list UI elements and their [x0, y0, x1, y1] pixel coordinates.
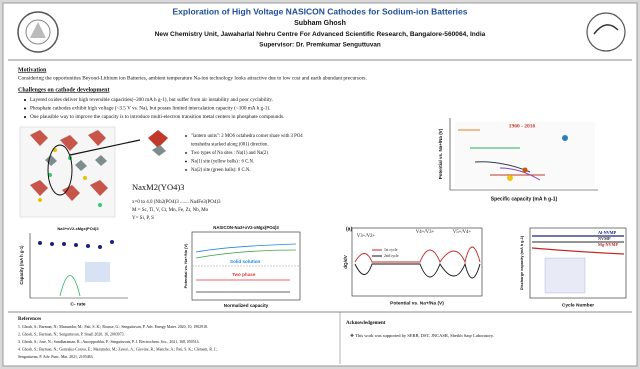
paragraph: Considering the opportunities Beyond-Lit…: [18, 76, 367, 82]
note-text: tetrahedra stacked along (001) direction…: [191, 143, 269, 148]
legend-label: Al-NVMP: [598, 230, 617, 235]
bullet: [24, 99, 26, 101]
y-axis-label: dQ/dV: [343, 254, 348, 268]
affiliation: New Chemistry Unit, Jawaharlal Nehru Cen…: [155, 31, 486, 38]
x-axis-label: Normalized capacity: [224, 303, 269, 308]
note-text: Two types of Na sites : Na(1) and Na(2): [191, 151, 268, 156]
author: Subham Ghosh: [294, 20, 346, 27]
figure-title: Na3+xV2-xMgx(PO4)3: [57, 226, 99, 231]
x-axis-label: C- rate: [70, 301, 86, 307]
bullet: [185, 135, 187, 137]
peak-label: V4+/V3+: [416, 230, 435, 235]
supervisor: Supervisor: Dr. Premkumar Senguttuvan: [259, 42, 381, 49]
section-heading: References: [18, 317, 41, 322]
y-axis-label: Capacity (mA h g-1): [19, 245, 24, 285]
section-heading: Acknowledgement: [346, 321, 386, 326]
note-text: "lantern units": 2 MO6 octahedra corner …: [191, 134, 303, 139]
bullet: [185, 152, 187, 154]
y-axis-label: Potential vs. Na+/Na (V): [438, 128, 443, 179]
peak-label: V3+/V2+: [357, 234, 376, 239]
section-heading: Motivation: [18, 67, 47, 73]
bullet-list: Layered oxides deliver high reversible c…: [24, 96, 284, 120]
note-text: Na(1) site (yellow balls) : 6 C.N.: [191, 160, 254, 165]
poster: Exploration of High Voltage NASICON Cath…: [0, 0, 640, 369]
page: Exploration of High Voltage NASICON Cath…: [0, 0, 640, 369]
bullet-text: Layered oxides deliver high reversible c…: [30, 96, 273, 103]
y-axis-label: Discharge capacity (mA h g-1): [520, 235, 524, 290]
legend-label: Mg-NVMP: [598, 242, 618, 247]
annotation: Two phase: [232, 272, 256, 277]
composition-text: x=0 to 4.0 (Nb2(PO4)3 ....... Na4Fe3(PO4…: [132, 200, 221, 205]
legend-label: 1st cycle: [384, 248, 398, 252]
bullet: [185, 161, 187, 163]
bullet-text: Phosphate cathodes exhibit high voltage …: [30, 105, 270, 112]
figure-label: 1960 - 2016: [509, 123, 536, 129]
bullet: [185, 169, 187, 171]
bullet-text: One plausible way to improve the capacit…: [30, 114, 284, 120]
x-axis-label: Specific capacity (mA h g-1): [491, 196, 558, 202]
x-axis-label: Cycle Number: [562, 302, 594, 308]
legend-label: 2nd cycle: [384, 254, 399, 258]
y-axis-label: Potential vs. Na+/Na (V): [183, 243, 188, 288]
legend-label: NVMP: [598, 236, 611, 241]
annotation: Solid solution: [230, 259, 261, 264]
bullet: [24, 116, 26, 118]
composition-text: Y= Si, P, S: [132, 216, 154, 221]
bullet: [24, 108, 26, 110]
note-text: Na(2) site (green balls): 8 C.N.: [191, 168, 251, 173]
peak-label: V5+/V4+: [453, 230, 472, 235]
section-heading: Challenges on cathode development: [18, 87, 110, 93]
composition-text: M = Sc, Ti, V, Cr, Mn, Fe, Zr, Nb, Mo: [132, 208, 209, 213]
formula: NaxM2(YO4)3: [132, 182, 184, 192]
title: Exploration of High Voltage NASICON Cath…: [173, 6, 468, 16]
panel-label: (a): [346, 226, 352, 232]
figure-title: NASICON-Na3+xV2-xMgx(PO4)3: [213, 225, 279, 230]
x-axis-label: Potential vs. Na+/Na (V): [390, 300, 444, 306]
